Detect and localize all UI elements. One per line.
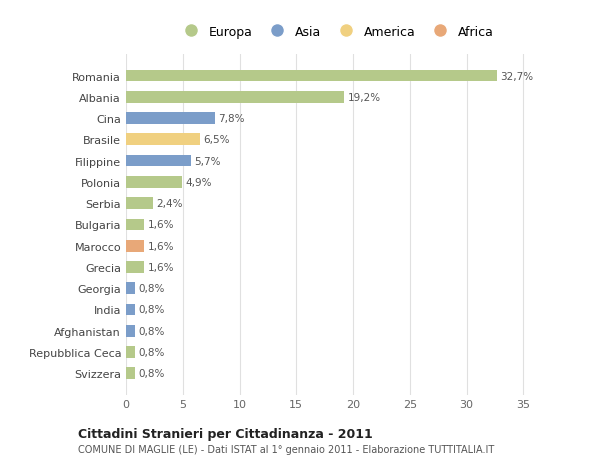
Bar bbox=[126, 347, 135, 358]
Text: 1,6%: 1,6% bbox=[148, 220, 174, 230]
Bar bbox=[126, 113, 215, 125]
Text: 2,4%: 2,4% bbox=[157, 199, 183, 209]
Text: 0,8%: 0,8% bbox=[139, 305, 165, 315]
Text: 0,8%: 0,8% bbox=[139, 326, 165, 336]
Bar bbox=[126, 283, 135, 294]
Bar bbox=[126, 156, 191, 167]
Bar bbox=[126, 262, 144, 273]
Text: COMUNE DI MAGLIE (LE) - Dati ISTAT al 1° gennaio 2011 - Elaborazione TUTTITALIA.: COMUNE DI MAGLIE (LE) - Dati ISTAT al 1°… bbox=[78, 444, 494, 453]
Text: 0,8%: 0,8% bbox=[139, 369, 165, 379]
Bar bbox=[126, 304, 135, 316]
Text: 1,6%: 1,6% bbox=[148, 263, 174, 272]
Text: 6,5%: 6,5% bbox=[203, 135, 230, 145]
Bar bbox=[126, 198, 153, 209]
Bar bbox=[126, 219, 144, 231]
Text: 4,9%: 4,9% bbox=[185, 178, 212, 187]
Bar bbox=[126, 325, 135, 337]
Bar bbox=[126, 134, 200, 146]
Text: 5,7%: 5,7% bbox=[194, 156, 221, 166]
Bar bbox=[126, 177, 182, 188]
Text: 19,2%: 19,2% bbox=[347, 93, 380, 102]
Text: 32,7%: 32,7% bbox=[500, 71, 534, 81]
Bar bbox=[126, 71, 497, 82]
Text: 1,6%: 1,6% bbox=[148, 241, 174, 251]
Text: Cittadini Stranieri per Cittadinanza - 2011: Cittadini Stranieri per Cittadinanza - 2… bbox=[78, 427, 373, 440]
Bar bbox=[126, 241, 144, 252]
Bar bbox=[126, 92, 344, 103]
Legend: Europa, Asia, America, Africa: Europa, Asia, America, Africa bbox=[173, 21, 499, 44]
Text: 0,8%: 0,8% bbox=[139, 347, 165, 357]
Text: 7,8%: 7,8% bbox=[218, 114, 244, 124]
Text: 0,8%: 0,8% bbox=[139, 284, 165, 294]
Bar bbox=[126, 368, 135, 379]
